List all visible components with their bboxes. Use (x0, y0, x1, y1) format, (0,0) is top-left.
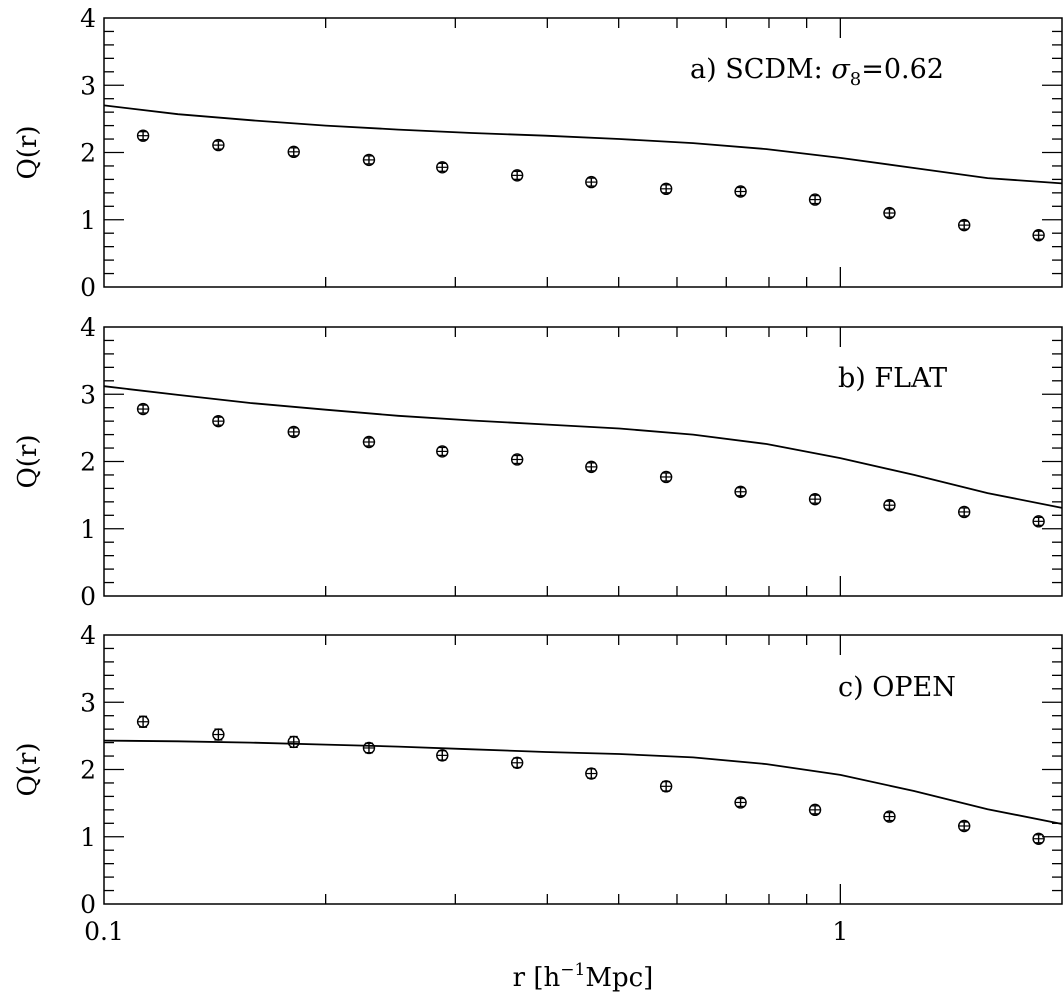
data-point (436, 749, 449, 762)
data-point (659, 470, 673, 484)
data-point (212, 138, 225, 152)
data-point (1032, 229, 1045, 242)
x-axis-title-sup: −1 (560, 960, 585, 980)
y-tick-label: 1 (80, 823, 96, 852)
y-tick-label: 4 (80, 4, 96, 33)
data-point (883, 499, 896, 512)
panel-label: c) OPEN (838, 672, 956, 703)
panel-label: b) FLAT (838, 363, 947, 394)
y-axis-title: Q(r) (13, 434, 43, 488)
y-tick-label: 3 (80, 380, 96, 409)
data-point (659, 780, 673, 793)
y-tick-label: 4 (80, 621, 96, 650)
panel-3: 0 1 2 3 4 0.1 1 Q(r) c) OPEN (13, 621, 1063, 946)
data-point (510, 453, 524, 466)
data-point (436, 161, 449, 174)
x-axis-title-close: Mpc] (585, 963, 653, 993)
data-point (362, 435, 376, 449)
data-point (362, 153, 376, 167)
data-point (136, 402, 150, 416)
model-curve (103, 385, 1063, 509)
y-tick-label: 1 (80, 515, 96, 544)
data-point (436, 445, 449, 458)
data-point (808, 803, 822, 817)
y-tick-label: 3 (80, 71, 96, 100)
data-point (883, 810, 896, 823)
x-tick-label: 1 (832, 917, 848, 946)
data-point (957, 819, 971, 833)
data-point (362, 741, 376, 755)
x-axis-title-main: r (513, 963, 534, 993)
panel-label-prefix: b) FLAT (838, 363, 947, 394)
data-point (510, 169, 524, 182)
data-point (287, 425, 300, 439)
data-point (808, 492, 822, 506)
data-point (957, 505, 971, 519)
panel-label-prefix: c) OPEN (838, 672, 956, 703)
data-point (136, 715, 150, 728)
data-point (808, 193, 822, 206)
y-tick-label: 2 (80, 756, 96, 785)
y-tick-label: 4 (80, 313, 96, 342)
y-tick-label: 0 (80, 273, 96, 302)
data-point (287, 145, 300, 159)
model-curve (103, 104, 1063, 185)
y-tick-label: 0 (80, 890, 96, 919)
data-point (585, 767, 598, 780)
panel-2: 0 1 2 3 4 Q(r) b) FLAT (13, 313, 1063, 611)
y-axis-title: Q(r) (13, 125, 43, 179)
data-point (510, 756, 524, 769)
y-tick-label: 3 (80, 688, 96, 717)
model-curve (103, 739, 1063, 825)
panel-label-suffix: =0.62 (861, 54, 944, 85)
data-point (734, 485, 747, 498)
y-tick-label: 2 (80, 139, 96, 168)
x-axis-title-open: [h (533, 963, 560, 993)
data-point (883, 206, 896, 220)
panel-label-prefix: a) SCDM: (690, 54, 831, 85)
data-point (734, 185, 747, 198)
panels: 0 1 2 3 4 Q(r) a) SCDM: σ8=0.62 0 1 2 3 4 Q(r) b) FLA… (13, 4, 1063, 946)
data-point (585, 460, 598, 474)
panel-label: a) SCDM: σ8=0.62 (690, 54, 944, 90)
data-point (1032, 515, 1045, 528)
y-tick-label: 0 (80, 582, 96, 611)
data-point (585, 175, 598, 189)
data-point (136, 129, 150, 142)
data-point (659, 182, 673, 196)
data-point (734, 796, 747, 809)
y-tick-label: 2 (80, 448, 96, 477)
data-point (957, 218, 971, 232)
x-tick-label: 0.1 (84, 917, 124, 946)
data-point (287, 735, 300, 749)
panel-label-sigma: σ (831, 54, 851, 85)
y-axis-title: Q(r) (13, 742, 43, 796)
data-point (1032, 832, 1045, 845)
x-axis-title: r [h−1Mpc] (513, 960, 654, 993)
panel-label-sub: 8 (850, 69, 861, 90)
data-point (212, 728, 225, 741)
panel-1: 0 1 2 3 4 Q(r) a) SCDM: σ8=0.62 (13, 4, 1063, 302)
data-point (212, 414, 225, 428)
y-tick-label: 1 (80, 206, 96, 235)
